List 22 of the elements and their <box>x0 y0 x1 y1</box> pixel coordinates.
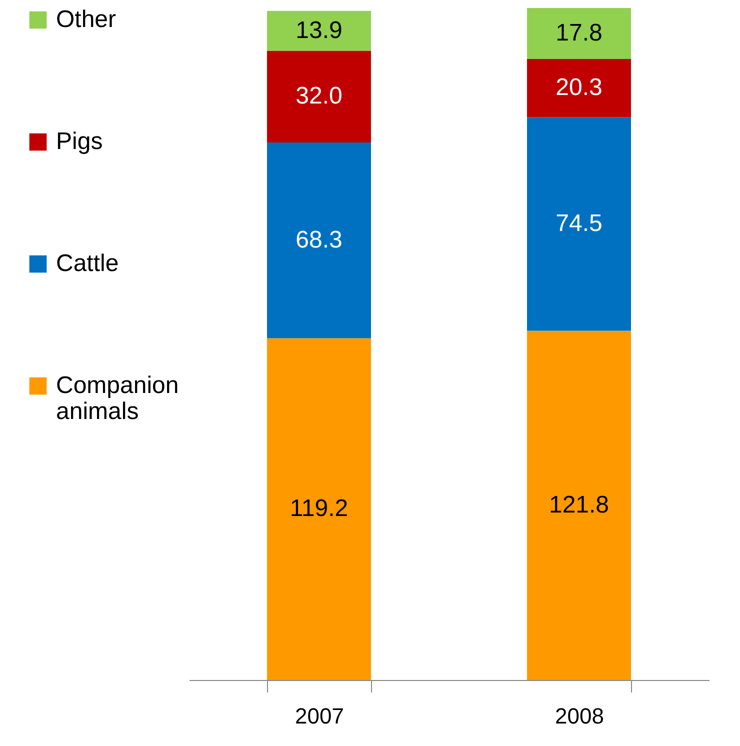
data-label: 119.2 <box>290 495 348 522</box>
data-label: 13.9 <box>296 16 342 44</box>
legend-label: Companion animals <box>56 372 179 425</box>
bar <box>527 59 631 118</box>
data-label: 121.8 <box>548 491 610 518</box>
data-label: 20.3 <box>556 74 602 102</box>
bar <box>267 10 371 51</box>
bar <box>267 50 371 142</box>
x-tick-label: 2008 <box>555 704 604 728</box>
bar <box>267 142 371 338</box>
bar <box>527 330 631 680</box>
legend-label: Cattle <box>56 250 119 277</box>
bar <box>267 338 371 680</box>
bar <box>527 8 631 60</box>
x-tick-label: 2007 <box>295 704 344 728</box>
bar <box>527 117 631 331</box>
data-label: 32.0 <box>296 82 342 110</box>
legend-label: Other <box>56 6 116 33</box>
data-label: 74.5 <box>556 210 602 238</box>
data-label: 68.3 <box>296 226 342 254</box>
legend-label: Pigs <box>56 128 103 155</box>
data-label: 17.8 <box>556 20 602 47</box>
